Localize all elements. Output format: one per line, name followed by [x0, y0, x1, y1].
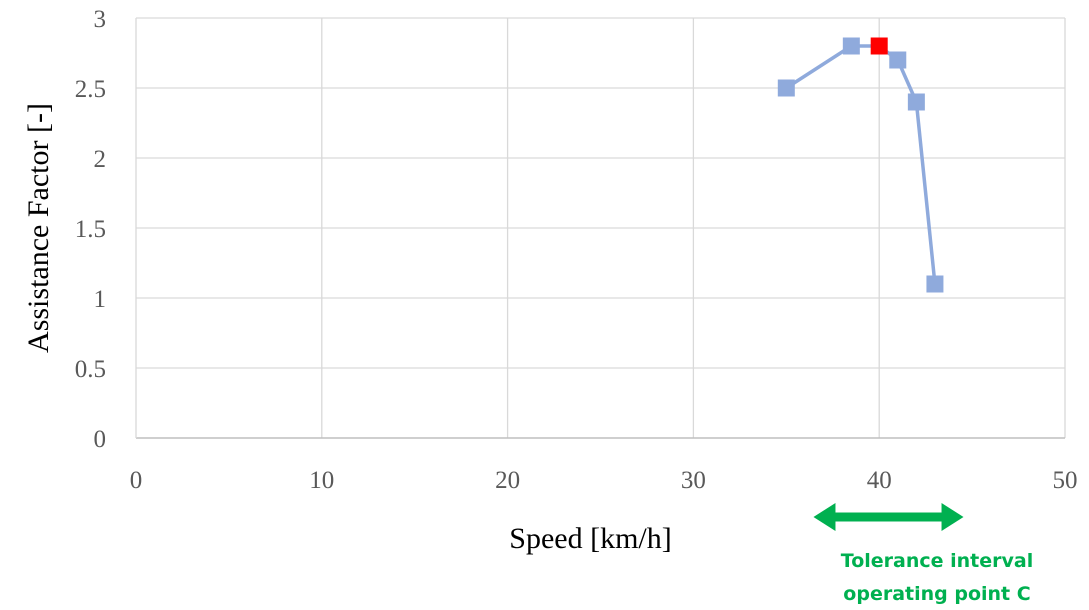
y-tick-label-2: 1 — [94, 286, 107, 313]
tolerance-arrow-right-head — [941, 503, 964, 531]
x-tick-label-3: 30 — [681, 467, 706, 494]
grid — [136, 17, 1066, 438]
y-tick-label-6: 3 — [94, 6, 107, 33]
data-point-1 — [842, 37, 860, 55]
x-tick-label-0: 0 — [130, 467, 143, 494]
tolerance-annotation: Tolerance interval operating point C — [813, 503, 1033, 605]
y-tick-label-5: 2.5 — [75, 76, 106, 103]
tolerance-annotation-line-2: operating point C — [843, 583, 1030, 605]
data-point-4 — [907, 93, 925, 111]
x-tick-label-2: 20 — [495, 467, 520, 494]
y-tick-label-4: 2 — [94, 146, 107, 173]
tick-labels: 00.511.522.530 10 20 30 40 50 — [75, 6, 1078, 494]
y-tick-label-1: 0.5 — [75, 356, 106, 383]
data-point-3 — [889, 51, 907, 69]
series-line-0 — [785, 44, 937, 285]
x-tick-label-4: 40 — [867, 467, 892, 494]
y-tick-label-3: 1.5 — [75, 216, 106, 243]
y-tick-label-0: 0 — [94, 426, 107, 453]
x-tick-label-1: 10 — [309, 467, 334, 494]
x-axis-title: Speed [km/h] — [509, 522, 671, 555]
highlight-point — [870, 37, 888, 55]
data-point-0 — [777, 79, 795, 97]
data-series — [777, 37, 944, 293]
data-point-5 — [926, 275, 944, 293]
x-tick-label-5: 50 — [1053, 467, 1078, 494]
tolerance-annotation-line-1: Tolerance interval — [841, 550, 1033, 572]
axes — [135, 18, 1065, 439]
y-axis-title: Assistance Factor [-] — [22, 103, 55, 353]
tolerance-arrow-left-head — [813, 503, 836, 531]
